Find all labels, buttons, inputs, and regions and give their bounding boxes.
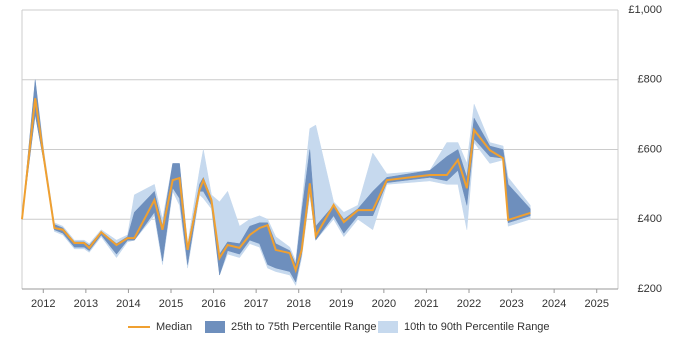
legend-swatch (378, 321, 398, 333)
x-tick-label: 2017 (244, 298, 268, 310)
legend-swatch (205, 321, 225, 333)
x-tick-label: 2024 (542, 298, 566, 310)
x-tick-label: 2025 (584, 298, 608, 310)
y-tick-label: £1,000 (628, 4, 662, 16)
x-tick-label: 2018 (286, 298, 310, 310)
x-tick-label: 2020 (372, 298, 396, 310)
x-tick-label: 2022 (457, 298, 481, 310)
y-tick-label: £400 (638, 213, 662, 225)
x-tick-label: 2015 (159, 298, 183, 310)
x-tick-label: 2021 (414, 298, 438, 310)
legend-label: 10th to 90th Percentile Range (404, 321, 550, 333)
x-tick-label: 2016 (201, 298, 225, 310)
y-tick-label: £200 (638, 283, 662, 295)
y-tick-label: £800 (638, 74, 662, 86)
y-tick-label: £600 (638, 143, 662, 155)
x-tick-label: 2012 (31, 298, 55, 310)
x-tick-label: 2013 (74, 298, 98, 310)
x-tick-label: 2023 (499, 298, 523, 310)
x-tick-label: 2019 (329, 298, 353, 310)
median-line (21, 98, 531, 274)
percentile-band (21, 79, 531, 283)
x-tick-label: 2014 (116, 298, 140, 310)
legend-label: 25th to 75th Percentile Range (231, 321, 377, 333)
legend-label: Median (156, 321, 192, 333)
